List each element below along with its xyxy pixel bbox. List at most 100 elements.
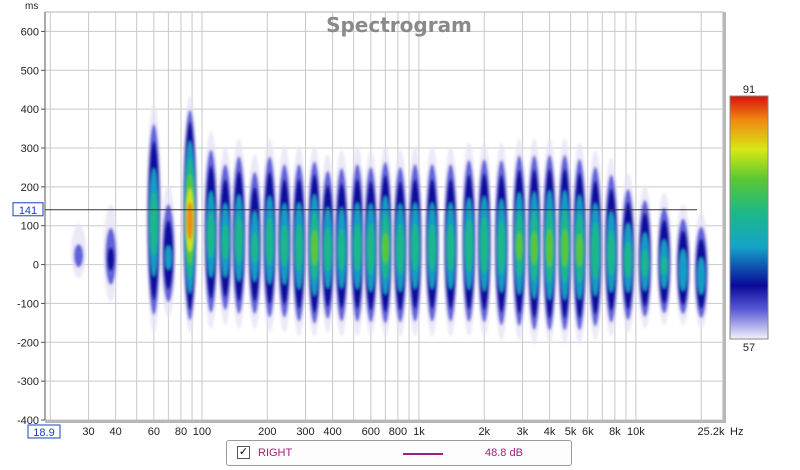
colorbar-min-label: 57	[743, 342, 755, 354]
legend-series-line	[403, 453, 443, 455]
spectrogram-cell	[446, 223, 455, 272]
spectrogram-band	[443, 146, 459, 337]
spectrogram-band	[526, 138, 542, 345]
spectrogram-band	[620, 173, 636, 333]
spectrogram-cell	[310, 229, 319, 266]
x-axis-start-box[interactable]: 18.9	[27, 424, 61, 439]
spectrogram-band	[320, 154, 336, 333]
colorbar-max-label: 91	[743, 84, 755, 96]
spectrogram-cell	[591, 222, 600, 280]
time-cursor-label: 141	[19, 205, 37, 217]
x-tick-label: 40	[110, 426, 122, 438]
spectrogram-band	[306, 146, 322, 337]
spectrogram-cell	[411, 223, 419, 272]
spectrogram-band	[203, 130, 219, 329]
spectrogram-cell	[149, 191, 158, 256]
spectrogram-cell	[107, 247, 115, 271]
legend-series-name: RIGHT	[258, 447, 293, 459]
spectrogram-band	[675, 204, 691, 325]
spectrogram-cell	[497, 219, 506, 275]
spectrogram-cell	[221, 223, 229, 260]
y-tick-label: -300	[17, 376, 39, 388]
spectrogram-cell	[464, 218, 473, 273]
x-tick-label: 100	[193, 426, 211, 438]
x-tick-label: 800	[389, 426, 407, 438]
x-tick-label: 30	[82, 426, 94, 438]
spectrogram-cell	[530, 231, 538, 266]
spectrogram-band	[407, 146, 423, 337]
x-tick-label: 25.2k	[698, 426, 725, 438]
spectrogram-band	[262, 138, 278, 333]
spectrogram-cell	[428, 223, 436, 272]
spectrogram-cell	[366, 223, 375, 276]
spectrogram-band	[71, 223, 87, 279]
y-tick-label: 300	[21, 143, 39, 155]
x-tick-label: 1k	[413, 426, 425, 438]
spectrogram-band	[637, 185, 653, 329]
spectrogram-cell	[641, 250, 649, 277]
y-tick-label: 100	[21, 221, 39, 233]
spectrogram-band	[349, 146, 365, 337]
spectrogram-band	[511, 138, 527, 341]
spectrogram-band	[603, 157, 619, 337]
spectrogram-cell	[480, 215, 489, 275]
spectrogram-band	[461, 142, 477, 337]
series-checkbox[interactable]: ✓	[237, 446, 250, 459]
x-tick-label: 2k	[478, 426, 490, 438]
y-axis-unit-label: ms	[25, 1, 38, 12]
spectrogram-band	[542, 138, 558, 345]
x-tick-label: 5k	[565, 426, 577, 438]
spectrogram-cell	[265, 216, 274, 267]
y-tick-label: -200	[17, 337, 39, 349]
y-tick-label: -100	[17, 298, 39, 310]
spectrogram-band	[476, 142, 492, 337]
x-tick-label: 400	[323, 426, 341, 438]
spectrogram-cell	[235, 215, 243, 264]
x-tick-label: 80	[175, 426, 187, 438]
y-tick-label: 200	[21, 182, 39, 194]
spectrogram-band	[160, 185, 176, 318]
spectrogram-cell	[323, 226, 332, 273]
spectrogram-cell	[251, 231, 259, 265]
spectrogram-cell	[576, 233, 584, 267]
plot-frame-bottom	[45, 420, 726, 423]
x-tick-label: 6k	[582, 426, 594, 438]
colorbar-gradient	[729, 95, 769, 340]
spectrogram-cell	[207, 213, 215, 259]
spectrogram-band	[557, 138, 573, 345]
y-tick-label: 400	[21, 104, 39, 116]
y-tick-label: 600	[21, 26, 39, 38]
spectrogram-band	[231, 138, 247, 329]
spectrogram-band	[572, 142, 588, 345]
x-axis-ticks: 30 40 60 80 100 200 300 400 600 800 1k 2k 3k 4k 5k 6k 8k…	[82, 426, 725, 438]
spectrogram-cell	[280, 224, 289, 268]
x-tick-label: 300	[296, 426, 314, 438]
spectrogram-cell	[381, 232, 389, 264]
spectrogram-cell	[546, 228, 554, 268]
spectrogram-band	[363, 150, 379, 337]
x-axis-unit-label: Hz	[730, 426, 743, 438]
spectrogram-band	[103, 204, 119, 302]
spectrogram-band	[424, 146, 440, 337]
x-tick-label: 200	[258, 426, 276, 438]
spectrogram-band	[493, 142, 509, 341]
spectrogram-band	[656, 192, 672, 325]
spectrogram-band	[182, 95, 198, 333]
x-tick-label: 10k	[627, 426, 645, 438]
spectrogram-cell	[73, 244, 84, 268]
spectrogram-band	[377, 146, 393, 337]
spectrogram-band	[146, 103, 162, 333]
time-cursor-box[interactable]: 141	[12, 202, 44, 217]
spectrogram-cell	[186, 202, 194, 240]
x-tick-label: 600	[362, 426, 380, 438]
spectrogram-cell	[337, 228, 346, 271]
y-tick-label: 0	[33, 260, 39, 272]
legend-series-value: 48.8 dB	[485, 447, 523, 459]
spectrogram-band	[291, 146, 307, 337]
spectrogram-band	[693, 212, 709, 329]
spectrogram-cell	[396, 223, 405, 276]
y-axis-ticks: 600 500 400 300 200 100 0 -100 -200 -300 -400	[17, 26, 45, 427]
x-tick-label: 8k	[609, 426, 621, 438]
plot-frame-right	[723, 12, 726, 420]
